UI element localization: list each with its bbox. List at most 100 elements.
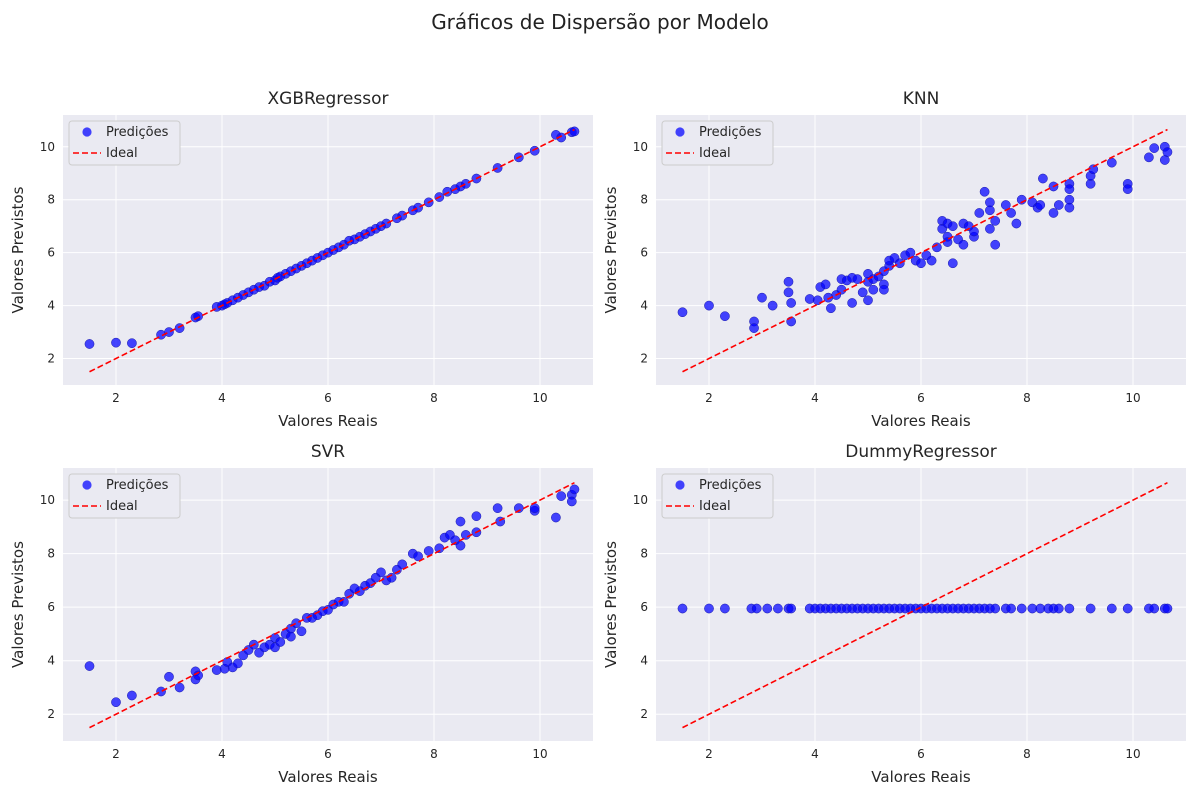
x-tick-label: 4: [811, 747, 819, 761]
y-tick-label: 6: [640, 246, 648, 260]
data-point: [111, 697, 121, 708]
data-point: [127, 690, 137, 701]
data-point: [566, 496, 577, 507]
y-tick-label: 4: [47, 299, 55, 313]
data-point: [916, 258, 926, 269]
x-tick-label: 6: [324, 747, 332, 761]
data-point: [1144, 152, 1154, 163]
data-point: [1162, 147, 1173, 157]
data-point: [947, 221, 958, 232]
x-tick-label: 10: [532, 747, 547, 761]
y-tick-label: 10: [633, 493, 648, 507]
x-tick-label: 10: [532, 391, 547, 405]
legend-label-ideal: Ideal: [106, 146, 138, 161]
data-point: [979, 186, 990, 197]
data-point: [720, 311, 730, 322]
legend-marker-predicoes: [675, 127, 685, 137]
data-point: [942, 237, 953, 247]
legend-label-predicoes: Predições: [106, 125, 169, 140]
data-point: [381, 218, 392, 229]
data-point: [985, 205, 995, 216]
x-tick-label: 10: [1125, 747, 1140, 761]
data-point: [836, 284, 847, 295]
data-point: [460, 530, 471, 540]
legend-label-predicoes: Predições: [699, 125, 762, 140]
data-point: [233, 658, 243, 669]
legend-marker-predicoes: [82, 127, 92, 137]
y-axis-label: Valores Previstos: [9, 541, 27, 668]
legend-box: [68, 473, 181, 519]
data-point: [556, 132, 567, 143]
y-tick-label: 4: [640, 654, 648, 668]
data-point: [852, 274, 863, 284]
data-point: [471, 511, 482, 522]
data-point: [551, 512, 561, 523]
y-tick-label: 4: [640, 299, 648, 313]
x-tick-label: 8: [430, 747, 438, 761]
data-point: [1106, 157, 1117, 168]
x-axis-label: Valores Reais: [871, 412, 971, 430]
data-point: [1011, 218, 1022, 229]
data-point: [757, 292, 767, 303]
ideal-line: [682, 482, 1168, 729]
data-point: [762, 603, 773, 614]
y-axis-label: Valores Previstos: [602, 541, 620, 668]
data-point: [339, 596, 349, 607]
data-point: [156, 686, 166, 697]
legend-marker-predicoes: [82, 480, 92, 490]
data-point: [786, 603, 797, 614]
data-point: [569, 484, 580, 495]
legend-label-predicoes: Predições: [699, 478, 762, 493]
data-point: [174, 682, 185, 693]
ideal-line: [682, 128, 1168, 373]
data-point: [958, 239, 969, 250]
y-tick-label: 6: [47, 246, 55, 260]
data-point: [460, 178, 471, 189]
x-tick-label: 2: [112, 391, 120, 405]
data-point: [974, 208, 985, 218]
data-point: [1038, 173, 1048, 184]
data-point: [786, 298, 797, 308]
data-point: [84, 339, 95, 349]
y-tick-label: 2: [47, 707, 55, 721]
data-point: [455, 540, 466, 551]
legend-label-ideal: Ideal: [106, 499, 138, 514]
data-point: [211, 665, 222, 675]
data-point: [291, 618, 302, 629]
data-point: [529, 503, 540, 513]
y-tick-label: 2: [47, 352, 55, 366]
data-point: [492, 163, 503, 173]
data-point: [296, 626, 307, 637]
legend-box: [661, 473, 774, 519]
y-tick-label: 10: [40, 493, 55, 507]
legend-box: [661, 120, 774, 166]
x-tick-label: 8: [1023, 391, 1031, 405]
data-point: [804, 294, 815, 304]
data-point: [857, 287, 868, 298]
y-tick-label: 10: [40, 140, 55, 154]
ideal-line: [89, 128, 575, 373]
x-tick-label: 8: [430, 391, 438, 405]
x-tick-label: 2: [112, 747, 120, 761]
data-point: [879, 284, 889, 295]
data-point: [492, 503, 503, 513]
data-point: [1006, 603, 1016, 614]
data-point: [990, 216, 1001, 226]
x-tick-label: 10: [1125, 391, 1140, 405]
data-point: [1064, 603, 1075, 614]
legend-label-ideal: Ideal: [699, 499, 731, 514]
data-point: [1053, 603, 1064, 614]
data-point: [677, 603, 688, 614]
ideal-line: [89, 482, 575, 729]
chart-title: DummyRegressor: [845, 442, 997, 462]
data-point: [783, 276, 794, 287]
data-point: [164, 327, 174, 337]
chart-title: SVR: [311, 442, 345, 462]
data-point: [1149, 143, 1160, 153]
data-point: [1048, 208, 1059, 218]
data-point: [783, 287, 794, 298]
y-tick-label: 10: [633, 140, 648, 154]
figure-title: Gráficos de Dispersão por Modelo: [431, 10, 769, 34]
data-point: [455, 516, 466, 527]
data-point: [749, 323, 759, 333]
